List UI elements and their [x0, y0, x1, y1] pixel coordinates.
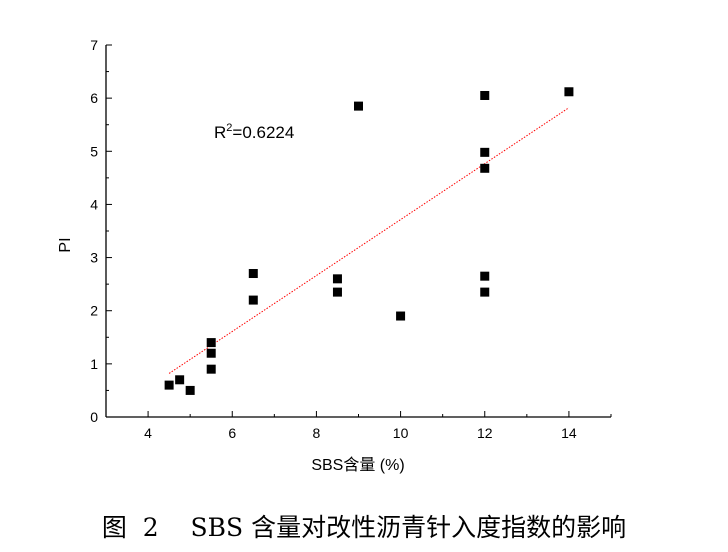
data-point [480, 147, 490, 157]
data-point [206, 338, 216, 348]
data-point [480, 90, 490, 100]
points-layer [164, 87, 574, 395]
data-point [206, 364, 216, 374]
y-tick-label: 7 [90, 37, 98, 53]
y-tick-label: 4 [90, 196, 98, 212]
data-point [332, 274, 342, 284]
data-point [248, 269, 258, 279]
data-point [480, 287, 490, 297]
data-point [175, 375, 185, 385]
x-axis-label: SBS含量 (%) [311, 456, 404, 474]
data-point [332, 287, 342, 297]
x-tick-label: 6 [228, 425, 236, 441]
data-point [248, 295, 258, 305]
data-point [206, 348, 216, 358]
y-tick-label: 5 [90, 143, 98, 159]
x-tick-label: 14 [561, 425, 577, 441]
y-tick-label: 1 [90, 356, 98, 372]
data-point [354, 101, 363, 111]
x-tick-label: 4 [144, 425, 152, 441]
data-point [564, 87, 574, 97]
figure-caption: 图 2 SBS 含量对改性沥青针入度指数的影响 [101, 513, 627, 542]
r-squared-annotation: R2=0.6224 [214, 122, 294, 142]
y-tick-label: 6 [90, 90, 98, 106]
trend-line [168, 107, 570, 374]
x-tick-label: 12 [477, 425, 493, 441]
y-axis-label: PI [57, 237, 74, 252]
y-tick-label: 2 [90, 303, 98, 319]
x-tick-label: 10 [393, 425, 409, 441]
x-tick-label: 8 [313, 425, 321, 441]
y-tick-label: 3 [90, 250, 98, 266]
data-point [185, 385, 195, 395]
data-point [480, 163, 490, 173]
data-point [480, 271, 490, 281]
data-point [396, 311, 406, 321]
data-point [164, 380, 174, 390]
trendline-layer [168, 107, 570, 374]
y-tick-label: 0 [90, 409, 98, 425]
